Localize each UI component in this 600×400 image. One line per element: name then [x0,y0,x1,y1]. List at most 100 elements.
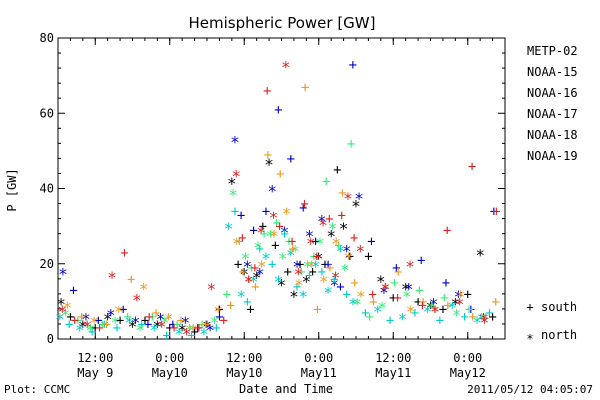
data-point: * [135,321,145,340]
data-point: * [153,317,163,336]
data-point: + [333,163,341,179]
data-point: * [430,302,440,321]
data-point: * [107,268,117,287]
x-tick-label-time: 12:00 [375,351,411,365]
data-point: + [231,204,239,220]
data-point: + [238,230,246,246]
data-point: + [202,317,210,333]
legend-symbol: + [526,300,533,314]
data-point: + [308,264,316,280]
data-point: * [431,302,441,321]
data-point: * [480,313,490,332]
data-point: + [442,276,450,292]
data-point: * [174,324,184,343]
data-point: + [349,57,357,73]
y-tick-label: 20 [40,257,54,271]
data-point: + [226,298,234,314]
data-point: + [98,317,106,333]
data-point: + [268,257,276,273]
data-point: * [454,287,464,306]
data-point: * [82,317,92,336]
data-point: * [85,321,95,340]
data-point: * [280,223,290,242]
data-point: * [110,313,120,332]
data-point: * [182,324,192,343]
data-point: * [352,294,362,313]
data-point: + [77,309,85,325]
data-point: + [141,313,149,329]
data-point: * [318,215,328,234]
data-point: * [326,227,336,246]
data-point: + [123,309,131,325]
data-point: * [202,317,212,336]
data-point: * [277,276,287,295]
data-point: + [259,219,267,235]
data-point: + [198,317,206,333]
data-point: * [128,317,138,336]
data-point: + [170,321,178,337]
data-point: * [429,294,439,313]
data-point: + [88,324,96,340]
data-point: + [443,223,451,239]
data-point: + [492,204,500,220]
legend-entry: METP-02 [527,44,578,58]
data-point: + [386,313,394,329]
data-point: * [376,272,386,291]
data-point: * [89,313,99,332]
data-point: * [475,245,485,264]
data-point: + [169,317,177,333]
legend-entry: NOAA-15 [527,65,578,79]
data-point: * [139,279,149,298]
data-point: * [231,166,241,185]
data-point: * [406,302,416,321]
data-point: * [373,302,383,321]
data-point: + [288,234,296,250]
data-point: + [275,219,283,235]
data-point: * [156,309,166,328]
data-point: * [336,242,346,261]
data-point: + [246,302,254,318]
data-point: + [318,264,326,280]
data-point: * [252,268,262,287]
data-point: * [405,257,415,276]
data-point: * [452,306,462,325]
data-point: + [464,287,472,303]
data-point: + [272,215,280,231]
x-tick-label-date: May11 [301,366,337,380]
data-point: + [326,261,334,277]
data-point: * [319,272,329,291]
data-point: * [205,321,215,340]
data-point: * [149,321,159,340]
data-point: + [369,287,377,303]
data-point: * [401,279,411,298]
data-point: * [402,287,412,306]
x-tick-label-date: May10 [152,366,188,380]
data-point: + [223,287,231,303]
data-point: + [220,313,228,329]
data-point: * [56,294,66,313]
data-point: + [338,185,346,201]
data-point: + [65,317,73,333]
data-point: * [255,264,265,283]
data-point: + [417,253,425,269]
data-point: * [379,283,389,302]
data-point: * [451,294,461,313]
data-point: * [381,279,391,298]
data-point: * [244,272,254,291]
x-tick-label-date: May11 [375,366,411,380]
data-point: * [331,268,341,287]
data-point: + [260,227,268,243]
data-point: + [102,317,110,333]
y-tick-label: 80 [40,31,54,45]
data-point: * [331,234,341,253]
legend-symbol: * [526,332,533,346]
data-point: + [288,242,296,258]
data-point: + [237,208,245,224]
data-point: + [177,313,185,329]
legend: METP-02 NOAA-15 NOAA-16 NOAA-17 NOAA-18 NOAA-… [526,44,577,346]
data-point: + [485,306,493,322]
data-point: + [138,317,146,333]
data-point: * [344,249,354,268]
data-point: * [278,249,288,268]
